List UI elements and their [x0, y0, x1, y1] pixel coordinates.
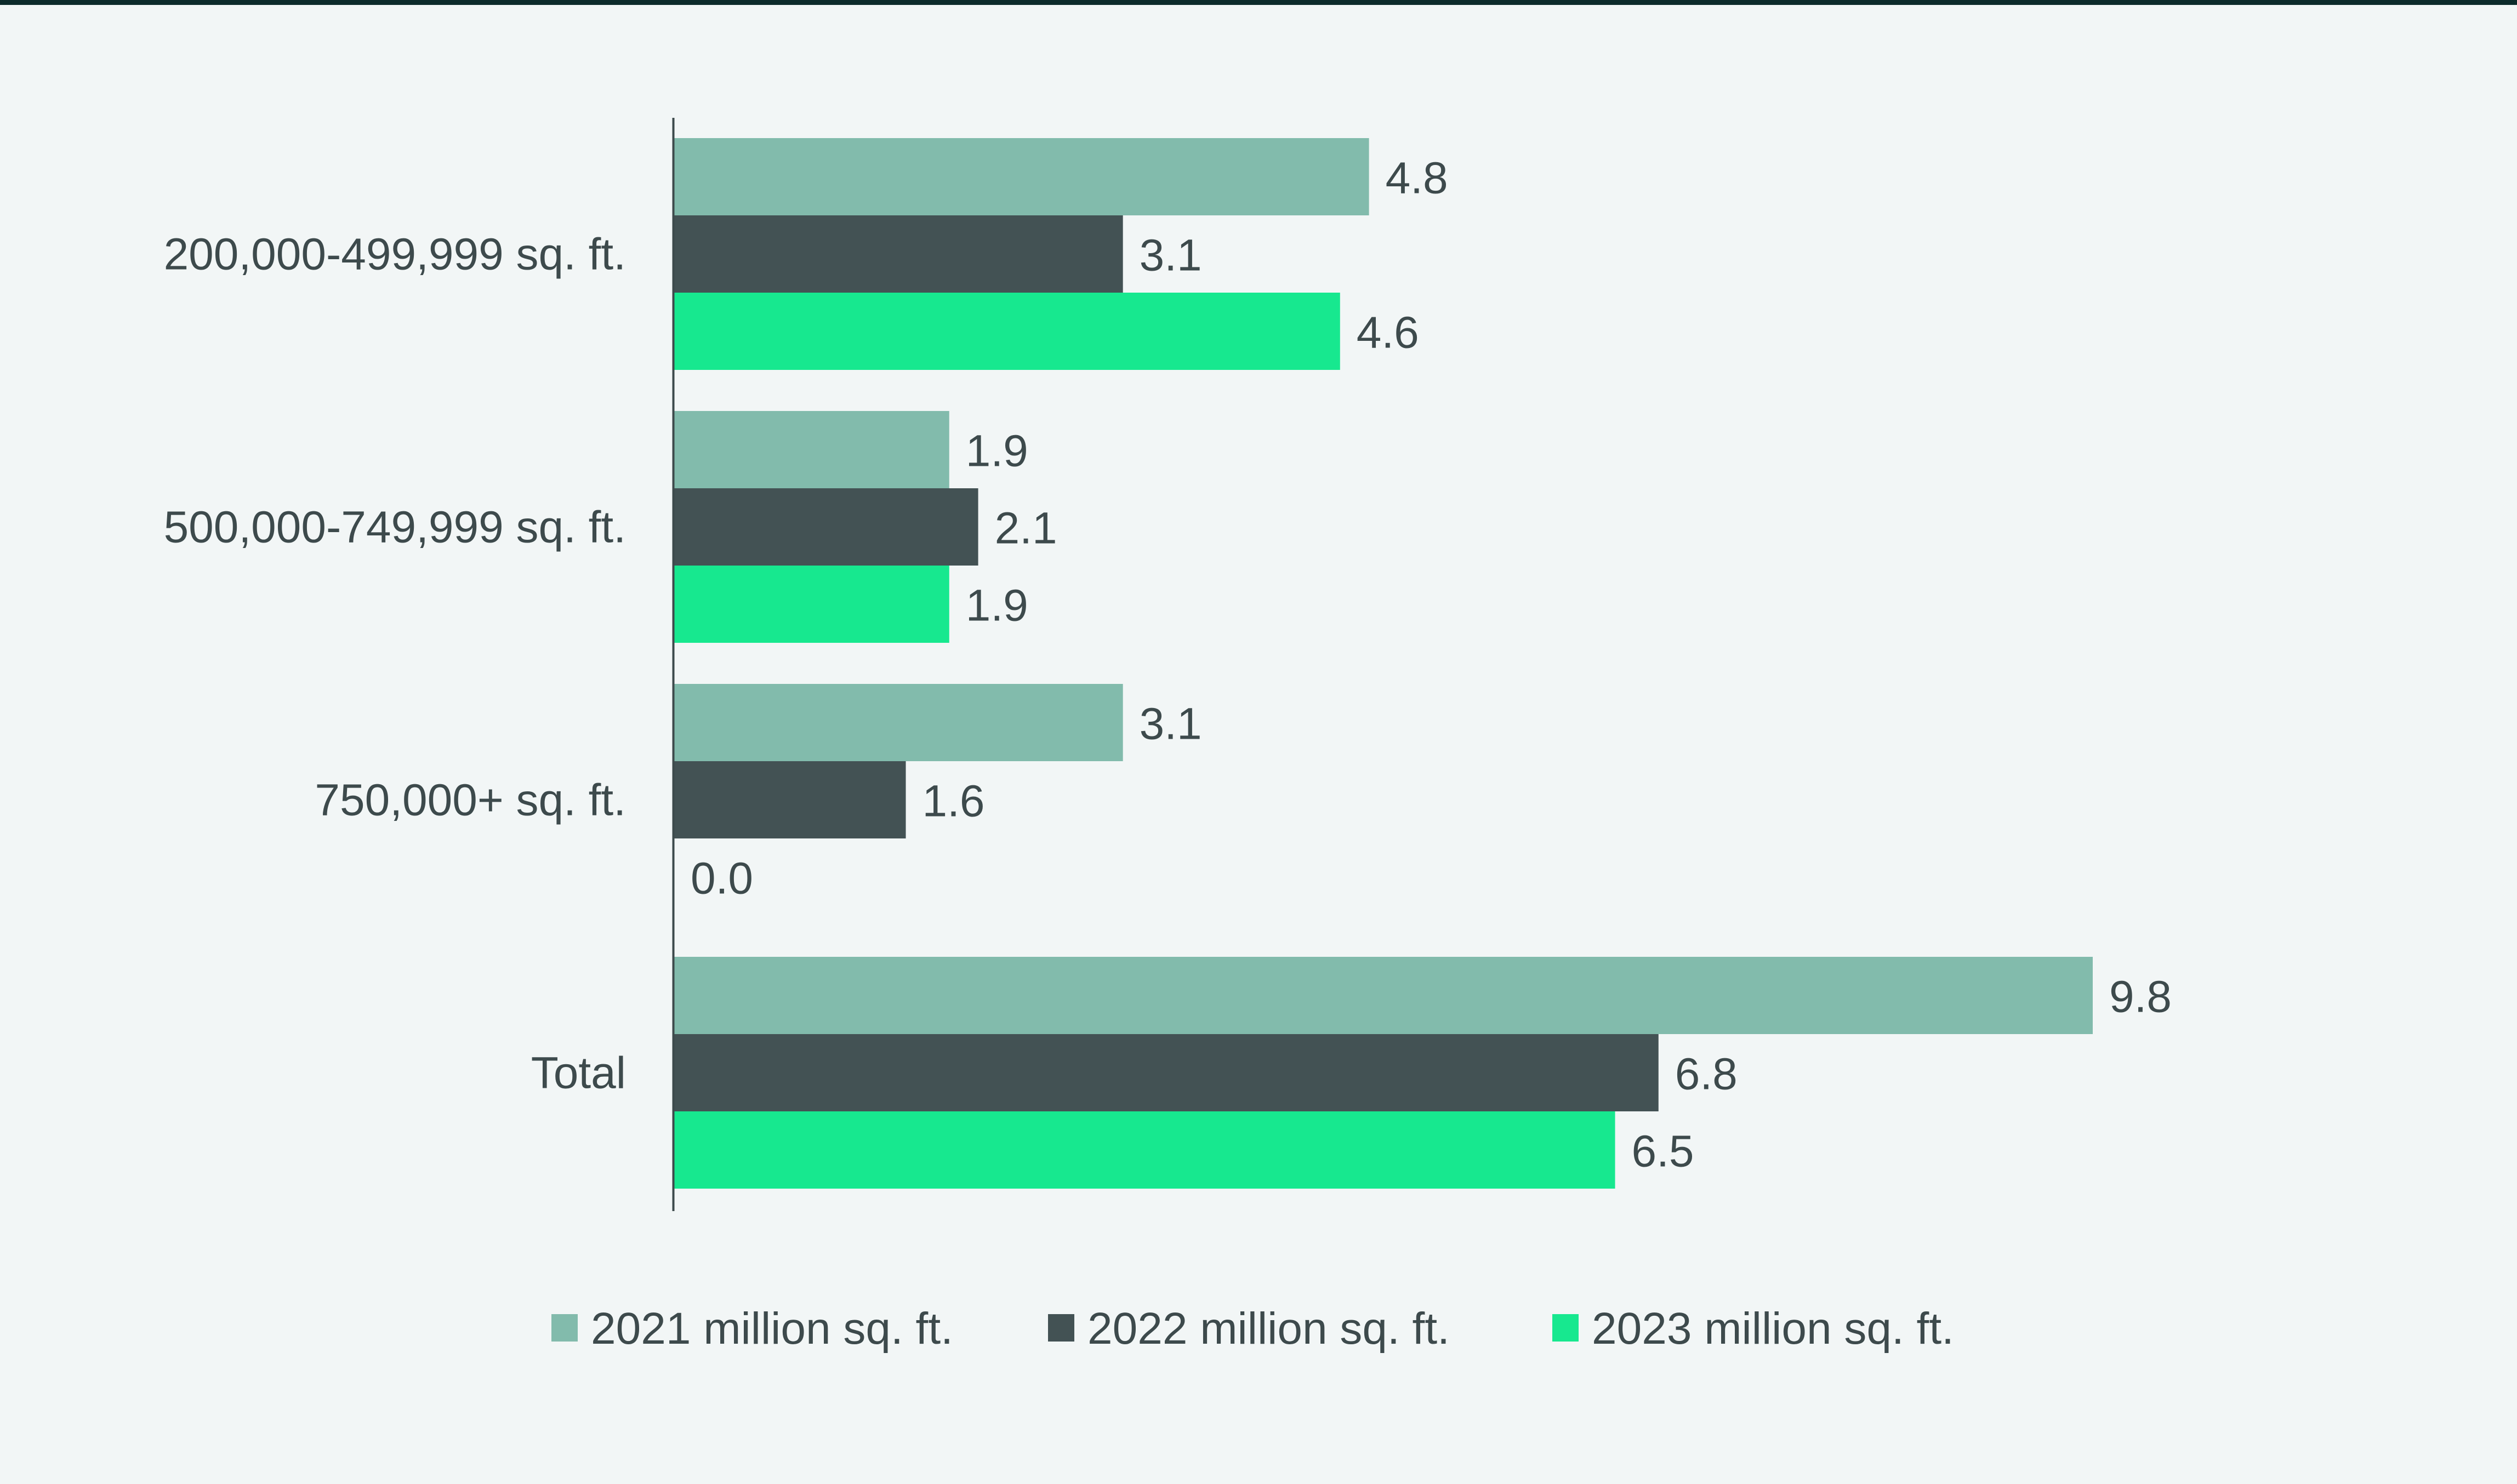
top-rule	[0, 0, 2517, 5]
legend-label: 2021 million sq. ft.	[591, 1304, 953, 1354]
legend: 2021 million sq. ft. 2022 million sq. ft.…	[551, 1304, 1954, 1354]
value-labels: 4.8 3.1 4.6 1.9 2.1 1.9 3.1 1.6 0.0 9.8 6.8 6.5	[691, 153, 2172, 1177]
legend-item: 2022 million sq. ft.	[1048, 1304, 1450, 1354]
bar	[674, 1111, 1615, 1189]
data-label: 0.0	[691, 854, 753, 904]
data-label: 4.8	[1386, 153, 1448, 203]
legend-label: 2022 million sq. ft.	[1087, 1304, 1450, 1354]
bar	[674, 1034, 1659, 1111]
bar	[674, 957, 2093, 1034]
legend-swatch	[1048, 1314, 1074, 1342]
legend-label: 2023 million sq. ft.	[1592, 1304, 1954, 1354]
data-label: 1.9	[966, 581, 1028, 631]
bar	[674, 684, 1123, 761]
bar	[674, 215, 1123, 293]
legend-item: 2023 million sq. ft.	[1552, 1304, 1954, 1354]
data-label: 1.6	[922, 777, 985, 826]
data-label: 6.8	[1675, 1049, 1738, 1099]
data-label: 2.1	[995, 504, 1057, 553]
category-label: 750,000+ sq. ft.	[315, 775, 626, 825]
data-label: 9.8	[2109, 972, 2172, 1022]
data-label: 3.1	[1140, 699, 1202, 749]
bar	[674, 566, 949, 643]
data-label: 1.9	[966, 426, 1028, 476]
data-label: 4.6	[1357, 308, 1419, 358]
bar	[674, 138, 1369, 215]
legend-swatch	[1552, 1314, 1579, 1342]
category-label: 200,000-499,999 sq. ft.	[164, 230, 626, 279]
data-label: 6.5	[1632, 1127, 1694, 1177]
bar	[674, 293, 1340, 370]
category-labels: 200,000-499,999 sq. ft. 500,000-749,999 s…	[164, 230, 626, 1098]
category-label: Total	[531, 1048, 626, 1098]
legend-item: 2021 million sq. ft.	[551, 1304, 953, 1354]
bar	[674, 761, 906, 838]
bar	[674, 488, 978, 566]
data-label: 3.1	[1140, 231, 1202, 281]
bar	[674, 411, 949, 488]
legend-swatch	[551, 1314, 578, 1342]
bars	[674, 138, 2093, 1189]
category-label: 500,000-749,999 sq. ft.	[164, 503, 626, 552]
